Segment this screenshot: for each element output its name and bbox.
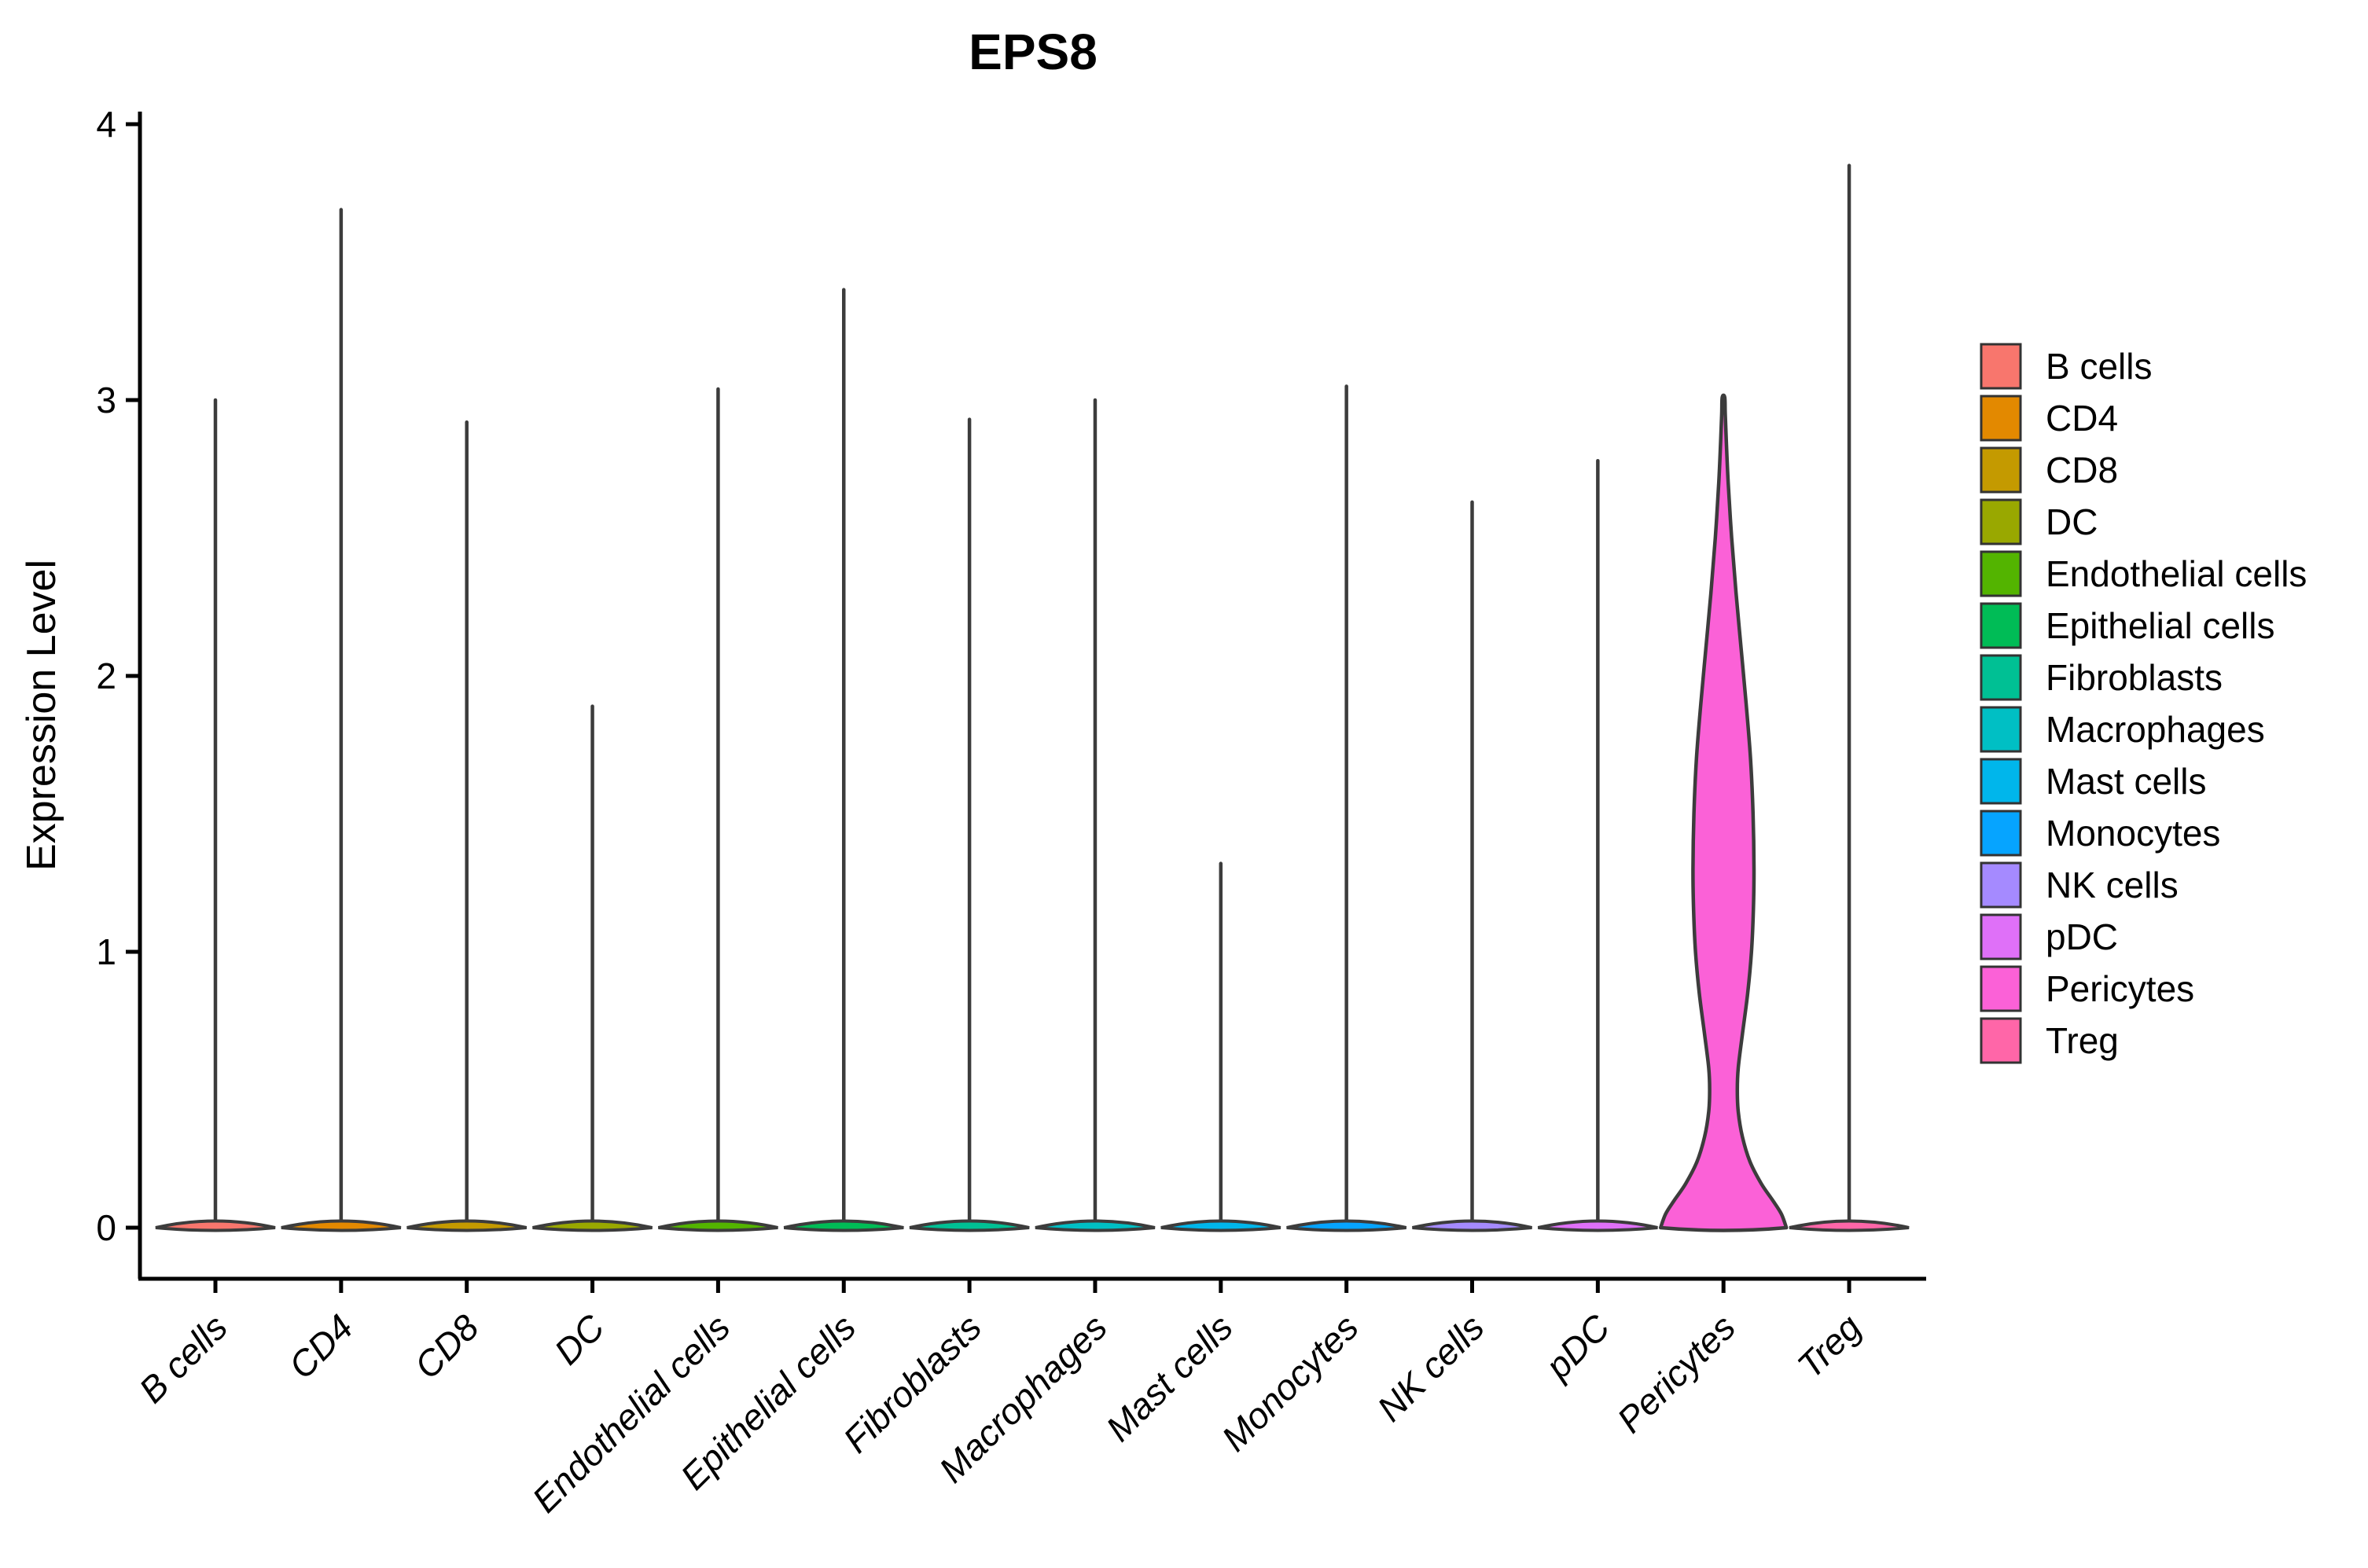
legend-item-pericytes: Pericytes [1980, 965, 2194, 1012]
y-tick-label: 0 [96, 1207, 116, 1248]
violin-cd4 [281, 207, 402, 1232]
x-tick-label: Monocytes [1214, 1306, 1366, 1459]
legend-item-cd4: CD4 [1980, 395, 2118, 442]
violin-fibroblasts [909, 417, 1030, 1232]
violin-base [406, 1219, 528, 1232]
legend-swatch [1980, 343, 2022, 390]
violin-base [1537, 1219, 1658, 1232]
legend-item-b-cells: B cells [1980, 343, 2152, 390]
violin-treg [1789, 163, 1910, 1232]
x-tick-label: DC [546, 1306, 612, 1372]
x-tick-label: pDC [1536, 1306, 1618, 1388]
x-tick-label: Pericytes [1609, 1306, 1744, 1441]
legend-item-macrophages: Macrophages [1980, 706, 2265, 753]
legend-swatch [1980, 706, 2022, 753]
legend-label: DC [2046, 501, 2098, 542]
legend-swatch [1980, 965, 2022, 1012]
legend-label: Endothelial cells [2046, 553, 2307, 594]
violin-base [909, 1219, 1030, 1232]
x-tick-label: NK cells [1369, 1306, 1491, 1429]
violin-pericytes [1658, 393, 1789, 1232]
y-tick-label: 3 [96, 380, 116, 420]
legend-item-pdc: pDC [1980, 913, 2118, 960]
legend-item-dc: DC [1980, 498, 2098, 545]
legend-swatch [1980, 810, 2022, 857]
violin-nk-cells [1412, 500, 1532, 1232]
legend-swatch [1980, 913, 2022, 960]
legend-label: NK cells [2046, 865, 2179, 905]
violin-base [1412, 1219, 1532, 1232]
legend-label: Monocytes [2046, 813, 2220, 854]
legend: B cells CD4 CD8 DC Endothelial cells Epitheli… [1980, 343, 2307, 1064]
legend-label: Treg [2046, 1020, 2119, 1061]
violin-base [1160, 1219, 1281, 1232]
violin-endothelial-cells [657, 387, 778, 1232]
y-tick-label: 4 [96, 104, 116, 145]
x-tick-label: Treg [1789, 1306, 1870, 1386]
y-tick-label: 1 [96, 931, 116, 972]
y-axis-title: Expression Level [19, 560, 64, 871]
violin-mast-cells [1160, 861, 1281, 1232]
violin-base [783, 1219, 904, 1232]
violin-base [1035, 1219, 1156, 1232]
violin-body [1658, 393, 1789, 1232]
legend-label: Macrophages [2046, 709, 2265, 750]
violin-b-cells [155, 398, 276, 1232]
legend-item-fibroblasts: Fibroblasts [1980, 654, 2223, 701]
violin-cd8 [406, 420, 528, 1232]
violin-monocytes [1286, 384, 1407, 1232]
violins-group [155, 163, 1910, 1232]
legend-label: B cells [2046, 346, 2152, 387]
legend-swatch [1980, 446, 2022, 494]
legend-label: Fibroblasts [2046, 657, 2223, 698]
violin-macrophages [1035, 398, 1156, 1232]
legend-label: Epithelial cells [2046, 605, 2274, 646]
violin-base [1286, 1219, 1407, 1232]
legend-swatch [1980, 498, 2022, 545]
legend-item-nk-cells: NK cells [1980, 861, 2179, 909]
legend-item-epithelial-cells: Epithelial cells [1980, 602, 2274, 649]
x-tick-label: CD4 [281, 1306, 361, 1386]
x-tick-label: CD8 [406, 1306, 487, 1386]
legend-item-endothelial-cells: Endothelial cells [1980, 550, 2307, 597]
legend-swatch [1980, 861, 2022, 909]
legend-swatch [1980, 654, 2022, 701]
violin-pdc [1537, 458, 1658, 1232]
legend-label: CD8 [2046, 450, 2118, 490]
legend-label: Pericytes [2046, 968, 2194, 1009]
violin-base [155, 1219, 276, 1232]
violin-dc [532, 704, 653, 1232]
legend-swatch [1980, 1017, 2022, 1064]
legend-item-treg: Treg [1980, 1017, 2119, 1064]
legend-swatch [1980, 758, 2022, 805]
legend-item-mast-cells: Mast cells [1980, 758, 2206, 805]
chart-title: EPS8 [969, 24, 1098, 80]
legend-label: CD4 [2046, 398, 2118, 439]
x-tick-label: B cells [131, 1306, 235, 1411]
violin-base [1789, 1219, 1910, 1232]
legend-swatch [1980, 602, 2022, 649]
legend-item-cd8: CD8 [1980, 446, 2118, 494]
violin-base [657, 1219, 778, 1232]
legend-swatch [1980, 395, 2022, 442]
y-tick-label: 2 [96, 655, 116, 696]
violin-base [532, 1219, 653, 1232]
legend-item-monocytes: Monocytes [1980, 810, 2220, 857]
violin-base [281, 1219, 402, 1232]
legend-label: Mast cells [2046, 761, 2206, 802]
legend-swatch [1980, 550, 2022, 597]
legend-label: pDC [2046, 916, 2118, 957]
violin-epithelial-cells [783, 288, 904, 1232]
